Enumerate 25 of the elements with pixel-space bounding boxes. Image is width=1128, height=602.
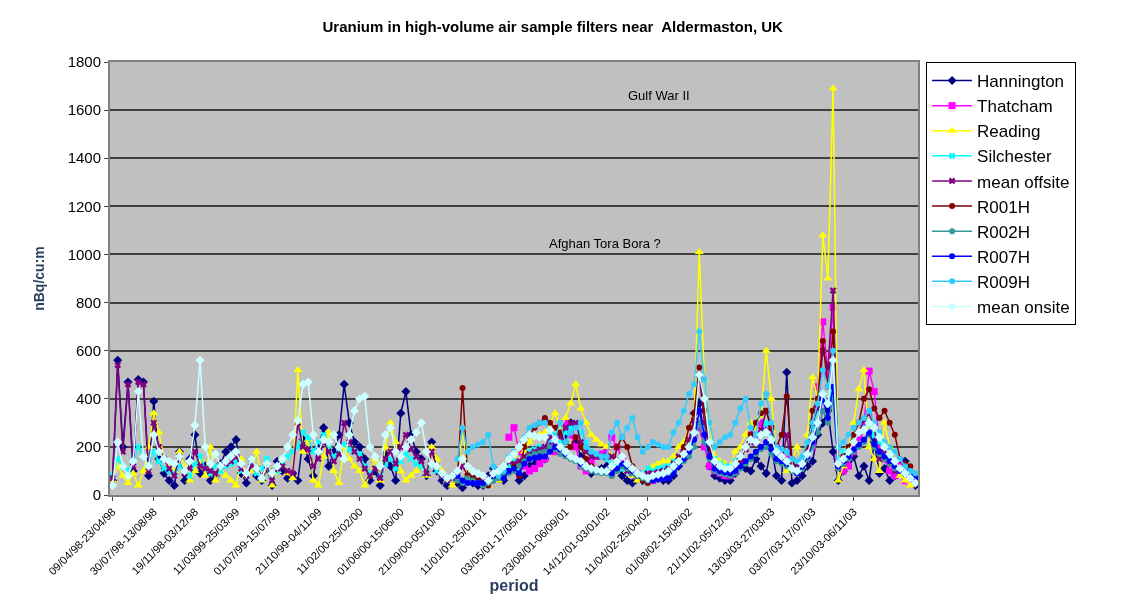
y-tick-label: 600 [75,341,101,359]
legend-label: R007H [977,247,1030,267]
legend-label: mean offsite [977,172,1070,192]
legend-label: R002H [977,222,1030,242]
x-axis-title: period [489,577,539,595]
y-tick-label: 1400 [67,149,101,167]
y-tick-label: 1600 [67,101,101,119]
y-tick-label: 800 [75,293,101,311]
legend-label: mean onsite [977,298,1070,318]
legend-label: Hannington [977,72,1065,92]
y-tick-label: 1800 [67,53,101,71]
y-tick-label: 1000 [67,245,101,263]
legend-label: Reading [977,122,1041,142]
y-tick-label: 200 [75,438,101,456]
chart-title: Uranium in high-volume air sample filters near Aldermaston, UK [322,18,784,36]
legend-label: R009H [977,272,1030,292]
legend-label: Silchester [977,147,1053,167]
y-tick-label: 0 [92,486,101,504]
y-tick-label: 400 [75,390,101,408]
y-axis-title: nBq/cu:m [30,246,47,311]
legend-label: Thatcham [977,97,1053,117]
annotation: Gulf War II [628,88,690,103]
legend-label: R001H [977,197,1030,217]
y-tick-label: 1200 [67,197,101,215]
annotation: Afghan Tora Bora ? [549,236,661,251]
